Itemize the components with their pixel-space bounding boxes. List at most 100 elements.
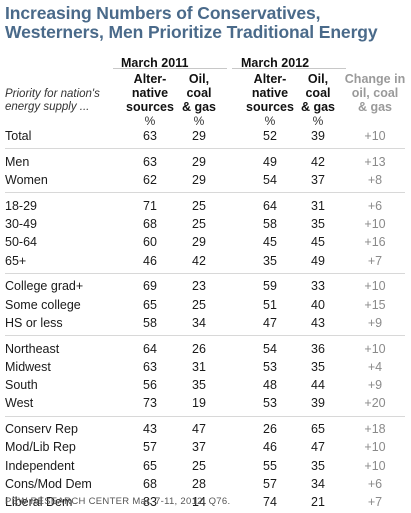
row-label: Northeast bbox=[5, 341, 60, 356]
table-row: West 73 19 53 39 +20 bbox=[5, 395, 405, 411]
table-row: Some college 65 25 51 40 +15 bbox=[5, 297, 405, 313]
change-cell: +6 bbox=[367, 476, 383, 491]
change-cell: +20 bbox=[364, 396, 386, 411]
value-cell: 68 bbox=[143, 217, 157, 231]
value-cell: 25 bbox=[192, 217, 206, 231]
group-separator bbox=[5, 272, 405, 274]
change-cell: +10 bbox=[364, 458, 386, 473]
value-cell: 37 bbox=[192, 440, 206, 455]
value-cell: 26 bbox=[192, 341, 206, 356]
value-cell: 49 bbox=[263, 154, 277, 169]
column-header-line: coal bbox=[305, 86, 331, 100]
column-header-line: Alter- bbox=[253, 72, 287, 86]
value-cell: 62 bbox=[143, 173, 157, 187]
value-cell: 60 bbox=[143, 235, 157, 250]
value-cell: 65 bbox=[143, 297, 157, 312]
row-label: South bbox=[5, 378, 38, 392]
column-header-line: native bbox=[251, 86, 289, 100]
value-cell: 73 bbox=[143, 396, 157, 411]
value-cell: 56 bbox=[143, 378, 157, 392]
change-cell: +7 bbox=[367, 495, 383, 509]
unit-label: % bbox=[193, 114, 205, 128]
column-header-line: Oil, bbox=[307, 72, 329, 86]
table-row: 50-64 60 29 45 45 +16 bbox=[5, 234, 405, 250]
table-row: Conserv Rep 43 47 26 65 +18 bbox=[5, 421, 405, 437]
value-cell: 43 bbox=[143, 422, 157, 436]
value-cell: 63 bbox=[143, 129, 157, 143]
row-label: 18-29 bbox=[5, 198, 37, 213]
value-cell: 25 bbox=[192, 198, 206, 213]
value-cell: 29 bbox=[192, 173, 206, 187]
row-label: Cons/Mod Dem bbox=[5, 476, 92, 491]
source-note: PEW RESEARCH CENTER Mar. 7-11, 2012. Q76… bbox=[5, 496, 231, 507]
group-separator bbox=[5, 335, 405, 336]
value-cell: 29 bbox=[192, 154, 206, 169]
value-cell: 25 bbox=[192, 458, 206, 473]
value-cell: 29 bbox=[192, 129, 206, 143]
table-row: Midwest 63 31 53 35 +4 bbox=[5, 359, 405, 375]
row-label: College grad+ bbox=[5, 279, 84, 294]
unit-label: % bbox=[312, 114, 324, 128]
value-cell: 74 bbox=[263, 495, 277, 509]
table-row: Independent 65 25 55 35 +10 bbox=[5, 458, 405, 474]
value-cell: 36 bbox=[311, 341, 325, 356]
column-header-4: Oil, coal & gas bbox=[296, 72, 340, 114]
value-cell: 43 bbox=[311, 315, 325, 330]
column-header-line: & gas bbox=[357, 100, 393, 114]
column-header-line: & gas bbox=[181, 100, 217, 114]
change-cell: +7 bbox=[367, 253, 383, 268]
value-cell: 33 bbox=[311, 279, 325, 294]
table-row: Total 63 29 52 39 +10 bbox=[5, 128, 405, 144]
change-cell: +15 bbox=[364, 297, 386, 312]
group-separator bbox=[5, 192, 405, 194]
change-cell: +8 bbox=[367, 173, 383, 187]
row-label: Men bbox=[5, 154, 30, 169]
value-cell: 35 bbox=[311, 217, 325, 231]
value-cell: 83 bbox=[143, 495, 157, 509]
row-label: 30-49 bbox=[5, 217, 37, 231]
value-cell: 37 bbox=[311, 173, 325, 187]
row-label: West bbox=[5, 396, 34, 411]
table-row: Women 62 29 54 37 +8 bbox=[5, 172, 405, 188]
value-cell: 47 bbox=[192, 422, 206, 436]
value-cell: 35 bbox=[192, 378, 206, 392]
change-cell: +13 bbox=[364, 154, 386, 169]
value-cell: 47 bbox=[311, 440, 325, 455]
value-cell: 45 bbox=[311, 235, 325, 250]
value-cell: 21 bbox=[311, 495, 325, 509]
value-cell: 31 bbox=[311, 198, 325, 213]
table-row: HS or less 58 34 47 43 +9 bbox=[5, 315, 405, 331]
change-cell: +18 bbox=[364, 422, 386, 436]
period-2012: March 2012 bbox=[241, 56, 310, 70]
change-cell: +9 bbox=[367, 315, 383, 330]
change-cell: +9 bbox=[367, 378, 383, 392]
value-cell: 69 bbox=[143, 279, 157, 294]
value-cell: 26 bbox=[263, 422, 277, 436]
row-label: Conserv Rep bbox=[5, 422, 78, 436]
value-cell: 52 bbox=[263, 129, 277, 143]
row-label: Some college bbox=[5, 297, 81, 312]
change-cell: +10 bbox=[364, 129, 386, 143]
column-header-2: Oil, coal & gas bbox=[177, 72, 221, 114]
period-rule-2012 bbox=[232, 68, 346, 69]
value-cell: 54 bbox=[263, 341, 277, 356]
change-cell: +16 bbox=[364, 235, 386, 250]
value-cell: 14 bbox=[192, 495, 206, 509]
value-cell: 40 bbox=[311, 297, 325, 312]
value-cell: 57 bbox=[143, 440, 157, 455]
value-cell: 35 bbox=[263, 253, 277, 268]
value-cell: 68 bbox=[143, 476, 157, 491]
row-label: HS or less bbox=[5, 315, 63, 330]
value-cell: 39 bbox=[311, 129, 325, 143]
group-separator bbox=[5, 148, 405, 150]
value-cell: 71 bbox=[143, 198, 157, 213]
value-cell: 46 bbox=[263, 440, 277, 455]
table-row: South 56 35 48 44 +9 bbox=[5, 377, 405, 393]
unit-label: % bbox=[264, 114, 276, 128]
column-header-line: & gas bbox=[300, 100, 336, 114]
value-cell: 25 bbox=[192, 297, 206, 312]
value-cell: 53 bbox=[263, 359, 277, 374]
row-label: Mod/Lib Rep bbox=[5, 440, 76, 455]
row-label: 65+ bbox=[5, 253, 27, 268]
value-cell: 34 bbox=[311, 476, 325, 491]
